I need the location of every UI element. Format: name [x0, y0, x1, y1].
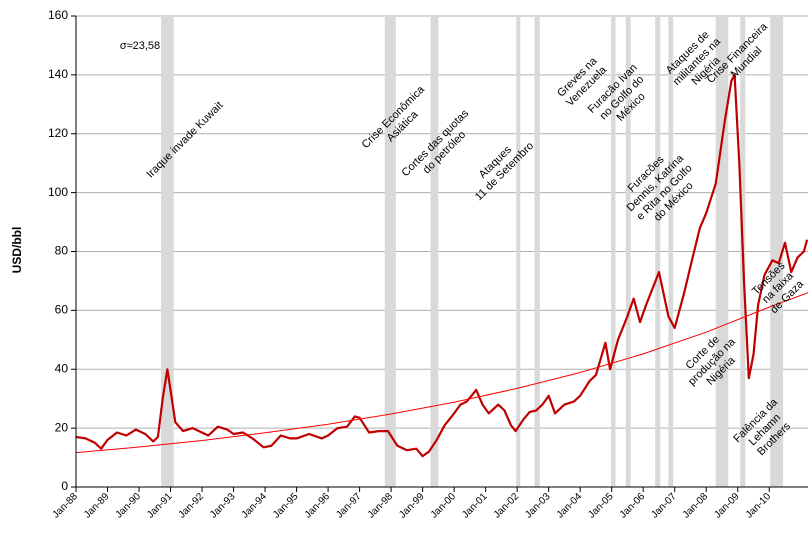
y-tick-label: 0 [61, 479, 68, 493]
event-band [668, 16, 674, 487]
y-tick-label: 140 [48, 67, 68, 81]
x-tick-label: Jan-02 [492, 491, 522, 521]
event-band [430, 16, 439, 487]
x-tick-label: Jan-01 [460, 491, 490, 521]
x-tick-label: Jan-89 [82, 491, 112, 521]
price-line [75, 73, 808, 458]
y-tick-label: 20 [55, 420, 69, 434]
event-band [534, 16, 540, 487]
y-tick-label: 120 [48, 126, 68, 140]
x-tick-label: Jan-91 [145, 491, 175, 521]
event-band [770, 16, 784, 487]
x-tick-label: Jan-08 [681, 491, 711, 521]
x-tick-label: Jan-00 [429, 491, 459, 521]
x-tick-label: Jan-94 [240, 491, 270, 521]
x-tick-label: Jan-10 [744, 491, 774, 521]
x-tick-label: Jan-95 [271, 491, 301, 521]
y-tick-label: 160 [48, 8, 68, 22]
event-annotation: Iraque invade Kuwait [144, 99, 225, 180]
x-tick-label: Jan-99 [397, 491, 427, 521]
plot [75, 16, 808, 492]
trend-line [75, 292, 808, 454]
x-tick-label: Jan-04 [555, 491, 585, 521]
x-tick-label: Jan-88 [51, 491, 81, 521]
y-tick-label: 80 [55, 244, 69, 258]
grid [71, 15, 808, 488]
y-axis-label: USD/bbl [10, 227, 24, 274]
x-tick-label: Jan-06 [618, 491, 648, 521]
sigma-annotation: σ≈23,58 [120, 40, 160, 52]
x-tick-label: Jan-92 [177, 491, 207, 521]
event-band [625, 16, 631, 487]
event-band [611, 16, 616, 487]
y-tick-label: 60 [55, 303, 69, 317]
x-tick-label: Jan-97 [334, 491, 364, 521]
x-tick-label: Jan-03 [523, 491, 553, 521]
x-tick-label: Jan-98 [366, 491, 396, 521]
event-band [516, 16, 521, 487]
x-tick-label: Jan-96 [303, 491, 333, 521]
x-tick-label: Jan-90 [114, 491, 144, 521]
y-tick-label: 40 [55, 361, 69, 375]
event-band [715, 16, 729, 487]
x-tick-label: Jan-93 [208, 491, 238, 521]
event-band [384, 16, 396, 487]
event-band [161, 16, 174, 487]
y-tick-label: 100 [48, 185, 68, 199]
x-tick-label: Jan-09 [712, 491, 742, 521]
x-tick-label: Jan-07 [649, 491, 679, 521]
event-band [655, 16, 661, 487]
x-tick-label: Jan-05 [586, 491, 616, 521]
